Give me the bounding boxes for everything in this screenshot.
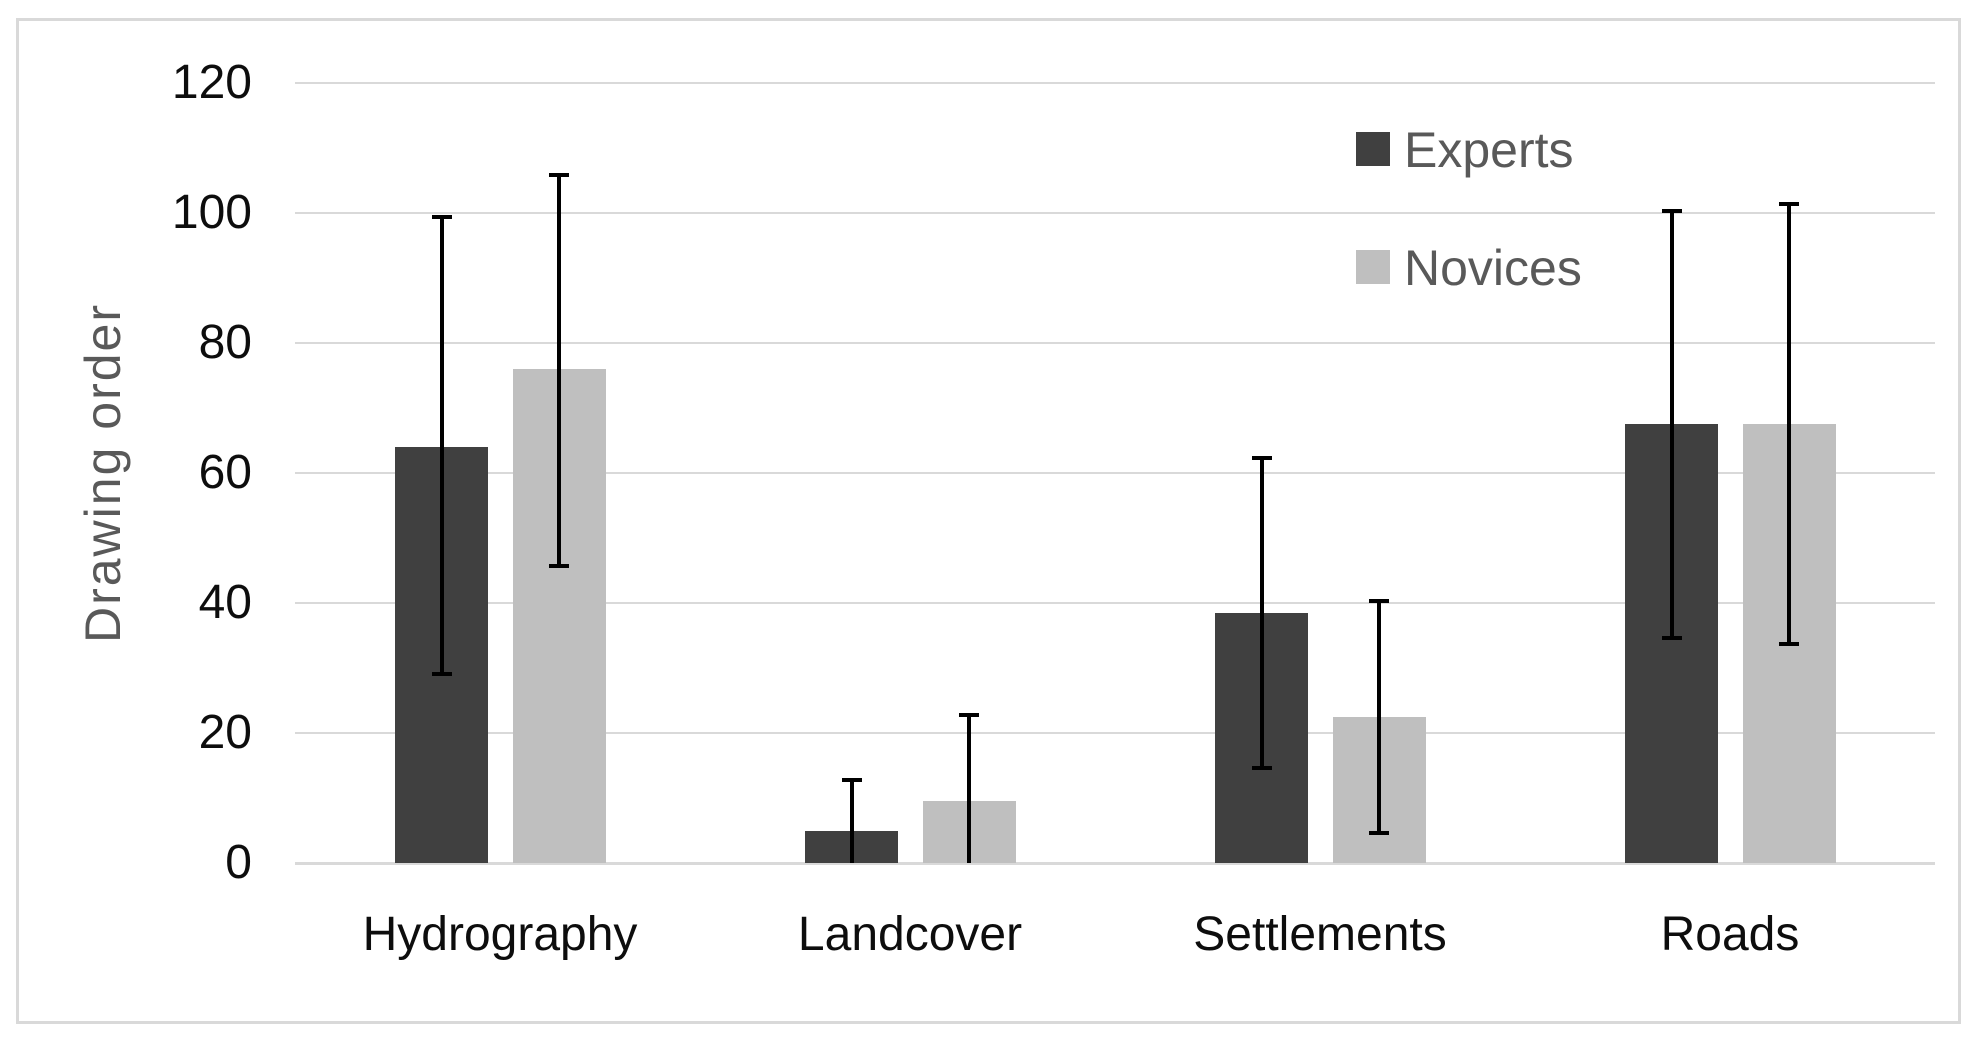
error-bar-cap-bottom [549, 564, 569, 569]
error-bar-line [850, 778, 854, 863]
legend-swatch-novices [1356, 250, 1390, 284]
error-bar-line [557, 174, 561, 568]
gridline [295, 212, 1935, 214]
gridline [295, 732, 1935, 734]
category-label-landcover: Landcover [797, 908, 1023, 961]
category-label-settlements: Settlements [1193, 908, 1447, 961]
error-bar-cap-top [1369, 598, 1389, 603]
error-bar-line [1260, 456, 1264, 769]
y-tick-label: 120 [171, 56, 252, 109]
y-tick-label: 40 [198, 576, 252, 629]
error-bar-cap-top [1662, 208, 1682, 213]
gridline [295, 82, 1935, 84]
legend-label-novices: Novices [1404, 240, 1582, 296]
category-label-roads: Roads [1660, 908, 1800, 961]
gridline [295, 342, 1935, 344]
error-bar-cap-top [432, 215, 452, 220]
error-bar-line [1787, 203, 1791, 646]
y-tick-label: 60 [198, 446, 252, 499]
error-bar-cap-bottom [1252, 765, 1272, 770]
chart-border-frame [16, 18, 1961, 1024]
legend-swatch-experts [1356, 132, 1390, 166]
error-bar-line [1670, 209, 1674, 639]
error-bar-cap-bottom [432, 671, 452, 676]
y-tick-label: 80 [198, 316, 252, 369]
y-tick-label: 0 [225, 836, 252, 889]
gridline [295, 602, 1935, 604]
legend-label-experts: Experts [1404, 122, 1574, 178]
category-label-hydrography: Hydrography [362, 908, 638, 961]
error-bar-line [967, 713, 971, 863]
error-bar-cap-bottom [1369, 830, 1389, 835]
error-bar-line [440, 216, 444, 675]
error-bar-line [1377, 599, 1381, 834]
y-tick-label: 20 [198, 706, 252, 759]
error-bar-cap-top [549, 173, 569, 177]
error-bar-cap-top [1252, 455, 1272, 460]
error-bar-cap-top [842, 777, 862, 782]
error-bar-cap-bottom [1779, 642, 1799, 647]
gridline [295, 472, 1935, 474]
x-axis-line [295, 862, 1935, 865]
error-bar-cap-top [1779, 202, 1799, 207]
error-bar-cap-top [959, 712, 979, 717]
error-bar-cap-bottom [1662, 635, 1682, 640]
y-tick-label: 100 [171, 186, 252, 239]
